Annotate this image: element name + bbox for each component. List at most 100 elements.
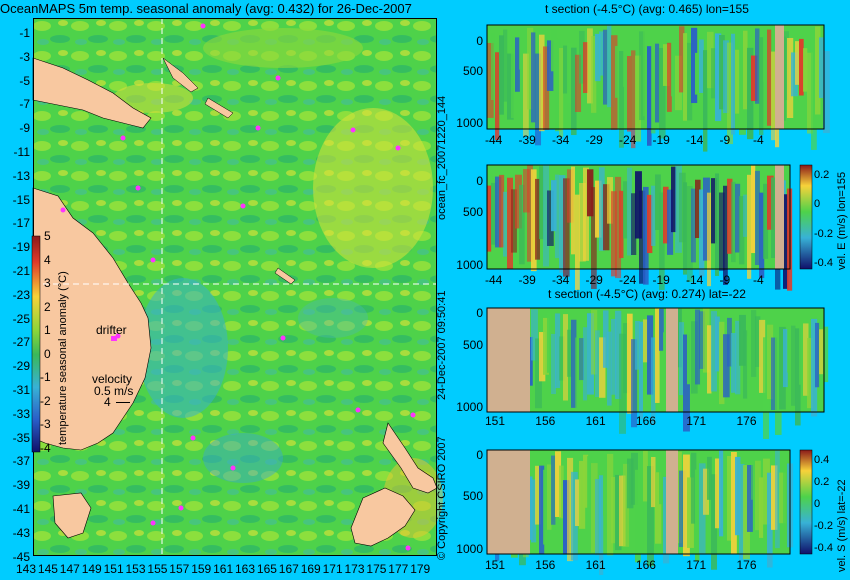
panel3-title: t section (-4.5°C) (avg: 0.274) lat=-22	[548, 287, 746, 301]
panel2-x-tick-label: -9	[719, 273, 731, 287]
panel4-x-tick-label: 176	[736, 558, 757, 572]
panel2-colorbar	[799, 164, 813, 270]
section-panel-3	[486, 307, 829, 439]
colorbar-tick-label: 3	[44, 276, 51, 290]
panel2-y-tick-label: 0	[476, 174, 483, 188]
panel3-x-tick-label: 151	[485, 414, 506, 428]
map-axes-frame	[33, 18, 437, 556]
lon-tick-label: 151	[103, 562, 124, 576]
section-panel-2	[486, 164, 793, 291]
panel4-x-tick-label: 161	[585, 558, 606, 572]
panel2-y-tick-label: 1000	[456, 258, 483, 272]
panel1-x-tick-label: -9	[719, 133, 731, 147]
panel3-y-tick-label: 500	[462, 338, 483, 352]
panel2-colorbar-tick-label: 0.2	[814, 169, 830, 181]
panel4-colorbar-tick-label: -0.4	[814, 542, 833, 554]
panel2-colorbar-tick-label: -0.2	[814, 227, 833, 240]
lat-tick-label: -3	[19, 49, 30, 64]
panel1-x-tick-label: -39	[518, 133, 536, 147]
panel1-x-tick-label: -14	[686, 133, 704, 147]
panel2-y-tick-label: 500	[462, 205, 483, 219]
drifter-marker	[111, 336, 117, 341]
panel3-y-tick-label: 1000	[456, 400, 483, 414]
lon-tick-label: 159	[191, 562, 212, 576]
panel1-x-tick-label: -19	[652, 133, 670, 147]
panel2-x-tick-label: -34	[552, 273, 570, 287]
section-panel-1	[486, 24, 830, 152]
lat-tick-label: -5	[19, 73, 30, 88]
panel2-side-label: vel. E (m/s) lon=155	[836, 171, 848, 270]
panel3-x-tick-label: 161	[585, 414, 606, 428]
panel4-y-tick-label: 500	[462, 489, 483, 503]
colorbar-tick-label: 4	[44, 252, 51, 267]
lat-tick-label: -19	[12, 240, 30, 255]
panel4-x-tick-label: 151	[485, 558, 506, 572]
panel1-y-tick-label: 500	[462, 64, 483, 78]
lat-tick-label: -25	[12, 311, 30, 326]
panel1-x-tick-label: -24	[619, 133, 637, 147]
panel3-x-tick-label: 171	[686, 414, 707, 428]
panel4-colorbar	[799, 449, 813, 555]
lat-tick-label: -21	[12, 264, 30, 278]
lat-tick-label: -15	[12, 192, 30, 207]
lat-tick-label: -13	[12, 168, 30, 183]
velocity-value: 0.5 m/s	[94, 384, 134, 398]
lat-tick-label: -41	[12, 502, 30, 516]
panel4-colorbar-tick-label: 0.2	[814, 476, 830, 488]
colorbar-tick-label: 1	[44, 323, 51, 337]
lat-tick-label: -7	[19, 97, 30, 112]
lat-tick-label: -39	[12, 478, 30, 493]
panel1-title: t section (-4.5°C) (avg: 0.465) lon=155	[545, 2, 749, 16]
lon-tick-label: 165	[256, 562, 277, 576]
lon-tick-label: 161	[213, 562, 234, 576]
panel4-x-tick-label: 171	[686, 558, 707, 572]
panel4-colorbar-tick-label: 0.4	[814, 454, 830, 466]
colorbar-tick-label: -4	[40, 440, 51, 455]
map-plot	[32, 18, 443, 556]
lon-tick-label: 153	[125, 562, 146, 576]
colorbar-tick-label: 5	[44, 229, 51, 243]
panel1-x-tick-label: -4	[753, 133, 764, 147]
lon-tick-label: 169	[300, 562, 321, 576]
panel2-x-tick-label: -24	[619, 273, 637, 287]
drifter-label: drifter	[96, 323, 127, 337]
lon-tick-label: 143	[16, 562, 37, 576]
panel1-y-tick-label: 0	[476, 34, 483, 48]
panel1-x-tick-label: -29	[585, 133, 603, 147]
panel2-colorbar-tick-label: -0.4	[814, 257, 833, 269]
velocity-arrow-icon	[116, 402, 130, 403]
lon-tick-label: 171	[322, 562, 343, 576]
panel1-x-tick-label: -44	[485, 133, 503, 147]
lat-tick-label: -29	[12, 359, 30, 374]
panel3-x-tick-label: 156	[535, 414, 556, 428]
lat-tick-label: -11	[13, 145, 30, 159]
panel3-y-tick-label: 0	[476, 306, 483, 320]
lat-tick-label: -17	[12, 216, 30, 231]
lon-tick-label: 173	[344, 562, 365, 576]
lat-tick-label: -45	[12, 549, 30, 564]
colorbar-tick-label: -2	[40, 393, 51, 408]
lat-tick-label: -35	[12, 430, 30, 445]
panel1-x-tick-label: -34	[552, 133, 570, 147]
lon-tick-label: 179	[410, 562, 431, 576]
panel4-y-tick-label: 1000	[456, 542, 483, 556]
panel4-side-label: vel. S (m/s) lat=-22	[836, 479, 848, 572]
lon-tick-label: 155	[147, 562, 168, 576]
lon-tick-label: 149	[81, 562, 102, 576]
run-id-label: ocean_fc_20071220_144	[436, 95, 448, 220]
colorbar-tick-label: 2	[44, 299, 51, 314]
lon-tick-label: 145	[37, 562, 58, 576]
lat-tick-label: -27	[12, 335, 30, 350]
lon-tick-label: 175	[366, 562, 387, 576]
lon-tick-label: 167	[278, 562, 299, 576]
panel4-y-tick-label: 0	[476, 448, 483, 462]
lon-tick-label: 147	[59, 562, 80, 576]
panel2-colorbar-tick-label: 0	[814, 198, 821, 211]
panel1-y-tick-label: 1000	[456, 116, 483, 130]
timestamp-label: 24-Dec-2007 09:50:41	[436, 290, 448, 400]
lat-tick-label: -43	[12, 525, 30, 540]
map-colorbar-label: temperature seasonal anomaly (°C)	[57, 271, 69, 445]
panel4-colorbar-tick-label: -0.2	[814, 520, 833, 532]
panel4-colorbar-tick-label: 0	[814, 498, 821, 510]
lat-tick-label: -23	[12, 287, 30, 302]
